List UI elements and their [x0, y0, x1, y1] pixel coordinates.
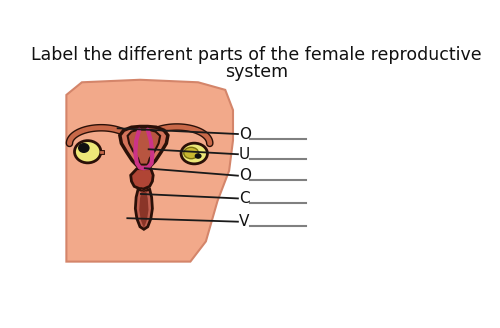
- Ellipse shape: [78, 143, 90, 153]
- Ellipse shape: [184, 147, 198, 159]
- Polygon shape: [139, 191, 148, 227]
- Text: C: C: [239, 191, 250, 206]
- Polygon shape: [128, 130, 160, 165]
- Polygon shape: [130, 169, 153, 189]
- Polygon shape: [120, 127, 168, 169]
- Polygon shape: [66, 80, 233, 262]
- Text: O: O: [239, 168, 251, 183]
- Polygon shape: [140, 188, 148, 192]
- Text: O: O: [239, 127, 251, 142]
- Text: U: U: [239, 147, 250, 162]
- Text: V: V: [239, 214, 249, 229]
- Ellipse shape: [194, 153, 202, 159]
- Ellipse shape: [181, 143, 208, 164]
- Ellipse shape: [74, 141, 101, 163]
- Polygon shape: [136, 189, 152, 229]
- Text: system: system: [224, 63, 288, 81]
- Text: Label the different parts of the female reproductive: Label the different parts of the female …: [31, 46, 482, 64]
